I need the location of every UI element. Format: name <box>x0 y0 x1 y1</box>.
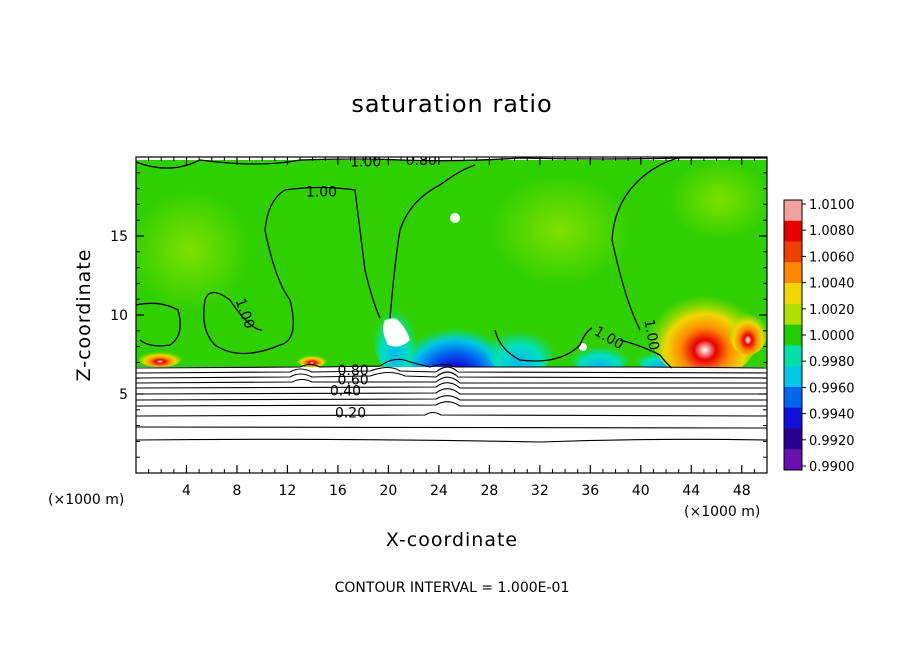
x-tick-label: 12 <box>279 483 297 499</box>
terrain-contour <box>136 366 767 374</box>
lower-region <box>136 367 767 473</box>
cloud-region <box>383 318 410 347</box>
terrain-contour <box>136 426 767 429</box>
contour-label: 1.00 <box>350 154 381 170</box>
warm-anomaly <box>297 353 327 367</box>
x-tick-label: 28 <box>480 483 498 499</box>
contour-label: 0.60 <box>337 373 368 389</box>
colorbar-label: 0.9940 <box>809 408 855 423</box>
colorbar-label: 0.9920 <box>809 434 855 449</box>
colorbar-swatch <box>784 428 802 450</box>
colorbar-label: 1.0000 <box>809 329 855 344</box>
x-tick-label: 44 <box>682 483 700 499</box>
contour-lines <box>136 157 767 369</box>
warm-anomaly <box>650 280 760 380</box>
x-unit-label-right: (×1000 m) <box>684 504 760 520</box>
contour-line <box>136 302 181 347</box>
chart-title: saturation ratio <box>351 90 552 118</box>
colorbar-swatch <box>784 220 802 243</box>
terrain-contour <box>136 382 767 389</box>
colorbar-label: 1.0020 <box>809 303 855 318</box>
light-green-patch <box>670 160 767 240</box>
colorbar-label: 0.9980 <box>809 355 855 370</box>
x-tick-label: 8 <box>232 483 241 499</box>
colorbar-swatch <box>784 303 802 326</box>
cloud-region <box>450 213 460 223</box>
x-tick-label: 32 <box>531 483 549 499</box>
colorbar-swatch <box>784 449 802 471</box>
terrain-contour <box>136 401 767 407</box>
x-axis: 4 8 12 16 20 24 28 32 36 40 44 48 <box>148 157 755 499</box>
contour-line <box>389 164 476 319</box>
terrain-contour <box>136 376 767 384</box>
colorbar-swatch <box>784 324 802 346</box>
colorbar-label: 1.0040 <box>809 277 855 292</box>
terrain-contours <box>136 358 767 443</box>
terrain-contour <box>136 371 767 379</box>
terrain-contour <box>136 438 767 443</box>
colorbar-swatch <box>784 241 802 263</box>
plot-area: 1.001.001.00 1.001.00 0.800.800.600.400.20 <box>136 153 767 473</box>
x-unit-label-left: (×1000 m) <box>48 492 124 508</box>
y-axis: 5 10 15 <box>110 172 767 458</box>
warm-anomaly <box>138 349 182 367</box>
contour-label: 0.20 <box>335 406 366 422</box>
x-axis-label: X-coordinate <box>386 529 518 551</box>
contour-line <box>284 186 381 319</box>
terrain-contour <box>136 411 767 417</box>
cloud-region <box>579 343 587 351</box>
contour-line <box>611 157 681 331</box>
colorbar-label: 1.0100 <box>809 198 855 213</box>
terrain-contour <box>136 395 767 401</box>
y-tick-label: 10 <box>110 308 128 324</box>
colorbar-label: 1.0060 <box>809 250 855 265</box>
colorbar-swatch <box>784 366 802 388</box>
contour-line <box>494 327 593 362</box>
contour-line <box>203 189 294 355</box>
contour-line <box>619 339 673 369</box>
contour-label: 0.40 <box>330 384 361 400</box>
cool-anomaly <box>485 315 555 375</box>
terrain-contour <box>136 388 767 395</box>
colorbar-swatch <box>784 283 802 305</box>
x-tick-label: 40 <box>632 483 650 499</box>
contour-line <box>136 157 767 169</box>
contour-label: 0.80 <box>406 153 437 169</box>
x-tick-label: 20 <box>379 483 397 499</box>
colorbar-label: 0.9960 <box>809 381 855 396</box>
colorbar-label: 0.9900 <box>809 460 855 475</box>
contour-label: 0.80 <box>337 363 368 379</box>
light-green-patch <box>490 175 630 285</box>
x-tick-label: 48 <box>733 483 751 499</box>
y-axis-label: Z-coordinate <box>73 249 95 382</box>
colorbar-swatch <box>784 386 802 409</box>
contour-label: 1.00 <box>306 185 337 201</box>
contour-interval-note: CONTOUR INTERVAL = 1.000E-01 <box>335 580 570 596</box>
contour-label: 1.00 <box>640 318 661 351</box>
x-tick-label: 4 <box>182 483 191 499</box>
x-tick-label: 36 <box>581 483 599 499</box>
light-green-patch <box>136 190 250 310</box>
colorbar-swatch <box>784 262 802 284</box>
x-tick-label: 24 <box>430 483 448 499</box>
x-tick-label: 16 <box>329 483 347 499</box>
colorbar-swatch <box>784 407 802 429</box>
y-tick-label: 5 <box>119 387 128 403</box>
y-tick-label: 15 <box>110 229 128 245</box>
warm-anomaly <box>728 305 767 355</box>
colorbar-label: 1.0080 <box>809 224 855 239</box>
colorbar-swatch <box>784 345 802 367</box>
terrain-contour <box>136 358 767 369</box>
colorbar-swatch <box>784 200 802 222</box>
colorbar: 1.0100 1.0080 1.0060 1.0040 1.0020 1.0000 0.99… <box>783 198 855 475</box>
